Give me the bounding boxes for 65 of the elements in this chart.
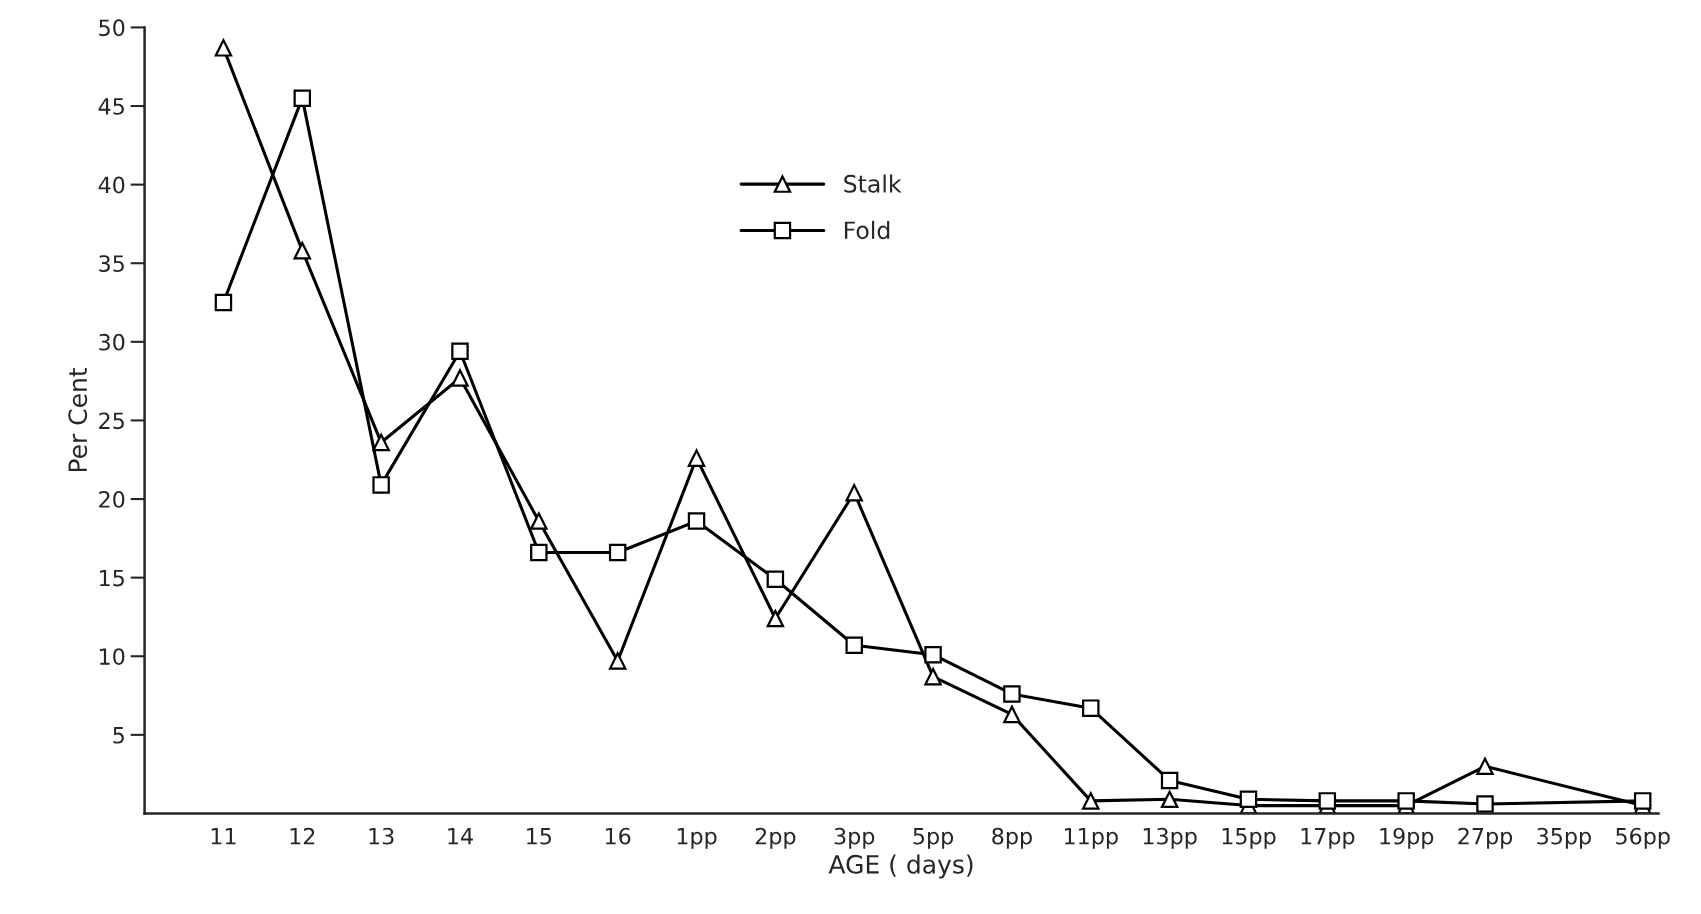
- point: [1476, 757, 1494, 776]
- y-tick-label: 35: [99, 255, 124, 272]
- x-tick-label: 3pp: [834, 827, 875, 849]
- legend-label: Fold: [844, 220, 890, 240]
- point: [1397, 792, 1415, 810]
- y-axis-title: Per Cent: [68, 367, 88, 472]
- x-tick-label: 5pp: [913, 828, 954, 849]
- y-tick-label: 5: [113, 727, 124, 744]
- x-tick-label: 8pp: [992, 827, 1032, 849]
- point: [293, 89, 312, 107]
- point: [1160, 771, 1179, 790]
- point: [214, 293, 233, 312]
- y-tick-label: 40: [98, 176, 125, 194]
- point: [451, 369, 469, 387]
- point: [372, 476, 390, 494]
- x-tick-label: 13: [369, 827, 394, 845]
- legend-label: Stalk: [844, 174, 902, 193]
- y-tick-label: 25: [99, 412, 124, 430]
- point: [1082, 792, 1100, 810]
- point: [1082, 699, 1100, 717]
- point: [214, 39, 233, 57]
- point: [293, 241, 312, 260]
- point: [451, 342, 469, 361]
- x-axis-title: AGE ( days): [828, 854, 973, 879]
- x-tick-label: 11pp: [1064, 828, 1118, 849]
- x-tick-label: 1pp: [677, 828, 717, 849]
- y-tick-label: 20: [99, 490, 125, 508]
- point: [608, 652, 627, 670]
- point: [1476, 795, 1494, 813]
- y-tick-label: 15: [100, 569, 124, 587]
- x-tick-label: 17pp: [1301, 828, 1355, 849]
- point: [924, 645, 942, 664]
- x-tick-label: 14: [448, 828, 473, 845]
- point: [687, 449, 706, 467]
- point: [1003, 705, 1021, 724]
- point: [845, 636, 863, 654]
- y-tick-label: 30: [99, 333, 125, 351]
- point: [1003, 685, 1021, 703]
- point: [1160, 790, 1179, 809]
- point: [530, 543, 548, 562]
- x-tick-label: 15: [527, 828, 552, 845]
- point: [372, 433, 390, 452]
- point: [766, 609, 785, 628]
- point: [1633, 792, 1652, 810]
- y-tick-label: 10: [100, 648, 125, 666]
- x-tick-label: 11: [211, 828, 236, 845]
- x-tick-label: 13pp: [1143, 827, 1197, 849]
- x-tick-label: 35pp: [1537, 827, 1591, 849]
- point: [845, 484, 863, 502]
- point: [1239, 790, 1258, 809]
- point: [924, 667, 942, 686]
- x-tick-label: 16: [605, 827, 631, 845]
- x-tick-label: 2pp: [755, 827, 796, 849]
- point: [687, 512, 706, 530]
- x-tick-label: 15pp: [1222, 828, 1276, 849]
- y-tick-label: 50: [99, 19, 125, 37]
- point: [766, 570, 785, 588]
- x-tick-label: 56pp: [1616, 827, 1670, 849]
- point: [530, 512, 548, 530]
- point: [1318, 792, 1337, 810]
- y-tick-label: 45: [98, 98, 124, 115]
- x-tick-label: 12: [290, 827, 315, 845]
- x-tick-label: 27pp: [1458, 827, 1513, 849]
- x-tick-label: 19pp: [1380, 827, 1434, 849]
- point: [608, 543, 627, 562]
